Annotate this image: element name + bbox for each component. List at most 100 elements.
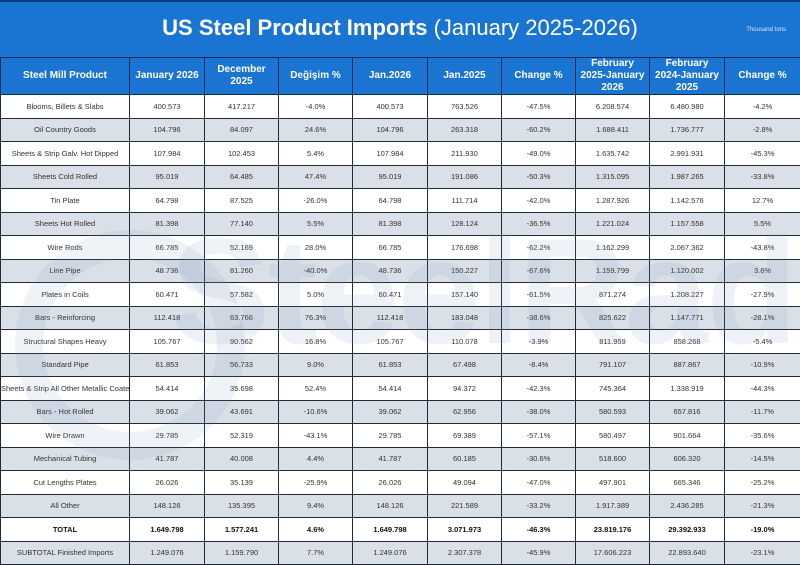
- value-cell: -45.3%: [724, 141, 800, 166]
- value-cell: 57.582: [204, 282, 279, 307]
- table-row: Sheets Hot Rolled 81.398 77.140 5.5% 81.398 1…: [0, 211, 800, 236]
- value-cell: 2.067.362: [649, 235, 725, 260]
- title-period: (January 2025-2026): [427, 15, 638, 40]
- value-cell: 67.498: [427, 352, 502, 377]
- product-name-cell: Standard Pipe: [0, 352, 130, 377]
- title-main: US Steel Product Imports: [162, 15, 428, 40]
- value-cell: 148.126: [129, 493, 205, 518]
- value-cell: 497.901: [575, 470, 650, 495]
- value-cell: 7.7%: [278, 540, 353, 565]
- product-name-cell: All Other: [0, 493, 130, 518]
- value-cell: 69.389: [427, 423, 502, 448]
- value-cell: 105.767: [352, 329, 428, 354]
- value-cell: 1.635.742: [575, 141, 650, 166]
- table-row: Wire Rods 66.785 52.169 28.0% 66.785 176.698-…: [0, 235, 800, 260]
- header-row: Steel Mill Product January 2026 December 2…: [0, 57, 800, 95]
- value-cell: 5.4%: [278, 141, 353, 166]
- column-header: February 2025-January 2026: [575, 57, 650, 95]
- table-row: Sheets & Strip All Other Metallic Coated…: [0, 376, 800, 401]
- value-cell: 811.959: [575, 329, 650, 354]
- value-cell: -38.6%: [501, 305, 576, 330]
- value-cell: 176.698: [427, 235, 502, 260]
- value-cell: 1.577.241: [204, 517, 279, 542]
- table-row: Bars - Reinforcing 112.418 63.766 76.3% 112.…: [0, 305, 800, 330]
- value-cell: 104.796: [129, 117, 205, 142]
- value-cell: 1.162.299: [575, 235, 650, 260]
- value-cell: 1.917.389: [575, 493, 650, 518]
- value-cell: 104.796: [352, 117, 428, 142]
- product-name-cell: SUBTOTAL Finished Imports: [0, 540, 130, 565]
- value-cell: 1.287.926: [575, 188, 650, 213]
- value-cell: -49.0%: [501, 141, 576, 166]
- product-name-cell: Wire Rods: [0, 235, 130, 260]
- value-cell: 1.221.024: [575, 211, 650, 236]
- value-cell: 95.019: [129, 164, 205, 189]
- table-row: SUBTOTAL Finished Imports 1.249.076 1.159.…: [0, 540, 800, 565]
- unit-label: Thousand tons: [746, 27, 786, 33]
- value-cell: 41.787: [352, 446, 428, 471]
- value-cell: 12.7%: [724, 188, 800, 213]
- value-cell: -25.9%: [278, 470, 353, 495]
- value-cell: 5.5%: [724, 211, 800, 236]
- value-cell: -47.0%: [501, 470, 576, 495]
- value-cell: 107.984: [129, 141, 205, 166]
- value-cell: 39.062: [352, 399, 428, 424]
- value-cell: -60.2%: [501, 117, 576, 142]
- value-cell: -47.5%: [501, 94, 576, 119]
- value-cell: 81.398: [129, 211, 205, 236]
- value-cell: 9.0%: [278, 352, 353, 377]
- total-row: TOTAL 1.649.798 1.577.241 4.6% 1.649.798 3.07…: [0, 517, 800, 542]
- value-cell: 745.364: [575, 376, 650, 401]
- value-cell: 66.785: [352, 235, 428, 260]
- value-cell: 825.622: [575, 305, 650, 330]
- value-cell: 41.787: [129, 446, 205, 471]
- value-cell: 35.139: [204, 470, 279, 495]
- value-cell: 77.140: [204, 211, 279, 236]
- product-name-cell: TOTAL: [0, 517, 130, 542]
- value-cell: -67.6%: [501, 258, 576, 283]
- value-cell: -14.5%: [724, 446, 800, 471]
- product-name-cell: Sheets & Strip Galv. Hot Dipped: [0, 141, 130, 166]
- value-cell: 1.147.771: [649, 305, 725, 330]
- value-cell: 9.4%: [278, 493, 353, 518]
- title-banner: US Steel Product Imports (January 2025-2…: [0, 0, 800, 57]
- value-cell: 24.6%: [278, 117, 353, 142]
- column-header: Değişim %: [278, 57, 353, 95]
- value-cell: -2.8%: [724, 117, 800, 142]
- column-header: Change %: [501, 57, 576, 95]
- value-cell: 135.395: [204, 493, 279, 518]
- value-cell: 64.485: [204, 164, 279, 189]
- value-cell: 606.320: [649, 446, 725, 471]
- table-row: Structural Shapes Heavy 105.767 90.562 16.8…: [0, 329, 800, 354]
- value-cell: 76.3%: [278, 305, 353, 330]
- value-cell: 2.436.285: [649, 493, 725, 518]
- value-cell: 6.480.980: [649, 94, 725, 119]
- value-cell: 871.274: [575, 282, 650, 307]
- value-cell: 1.338.919: [649, 376, 725, 401]
- value-cell: 112.418: [352, 305, 428, 330]
- value-cell: 263.318: [427, 117, 502, 142]
- value-cell: 61.853: [352, 352, 428, 377]
- value-cell: -27.9%: [724, 282, 800, 307]
- table-row: Sheets & Strip Galv. Hot Dipped 107.984 10…: [0, 141, 800, 166]
- value-cell: 148.126: [352, 493, 428, 518]
- value-cell: 665.346: [649, 470, 725, 495]
- value-cell: 1.688.411: [575, 117, 650, 142]
- value-cell: 26.026: [129, 470, 205, 495]
- table-row: All Other 148.126 135.395 9.4% 148.126 221.58…: [0, 493, 800, 518]
- value-cell: 157.140: [427, 282, 502, 307]
- value-cell: -61.5%: [501, 282, 576, 307]
- value-cell: 22.893.640: [649, 540, 725, 565]
- value-cell: 54.414: [352, 376, 428, 401]
- value-cell: 105.767: [129, 329, 205, 354]
- value-cell: 1.987.265: [649, 164, 725, 189]
- value-cell: 901.664: [649, 423, 725, 448]
- value-cell: 763.526: [427, 94, 502, 119]
- value-cell: -50.3%: [501, 164, 576, 189]
- column-header: Steel Mill Product: [0, 57, 130, 95]
- value-cell: 580.593: [575, 399, 650, 424]
- value-cell: 29.392.933: [649, 517, 725, 542]
- value-cell: -10.9%: [724, 352, 800, 377]
- product-name-cell: Line Pipe: [0, 258, 130, 283]
- value-cell: 128.124: [427, 211, 502, 236]
